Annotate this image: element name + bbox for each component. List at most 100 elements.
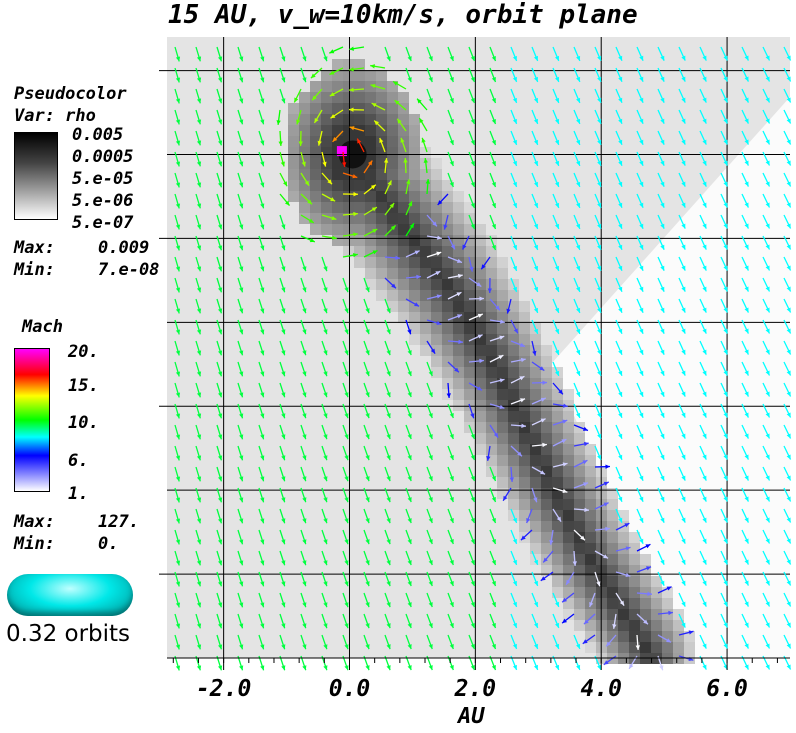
density-cell (486, 433, 497, 444)
density-cell (321, 70, 332, 81)
vector-head (260, 266, 265, 272)
vector-head (196, 308, 202, 314)
density-cell (354, 180, 365, 191)
vector-head (365, 623, 370, 629)
time-slider-pill[interactable] (7, 574, 133, 616)
density-cell (409, 136, 420, 147)
vector-head (260, 308, 265, 314)
vector-head (344, 329, 349, 335)
vector-head (428, 371, 433, 377)
vector-head (618, 517, 623, 523)
vector-head (576, 265, 581, 271)
vector-head (260, 392, 265, 398)
density-cell (387, 81, 398, 92)
vector-head (218, 308, 223, 314)
vector-head (449, 518, 454, 524)
vector-head (765, 181, 770, 187)
density-cell (508, 334, 519, 345)
density-cell (618, 609, 629, 620)
density-cell (497, 345, 508, 356)
rho-min-label: Min: (14, 260, 55, 280)
vector-head (281, 266, 286, 272)
rho-max: 0.009 (98, 238, 150, 258)
density-cell (288, 103, 299, 114)
rho-label-1: 0.005 (72, 125, 124, 145)
density-cell (453, 400, 464, 411)
vector-head (218, 623, 223, 629)
vector-head (344, 434, 349, 440)
density-cell (321, 114, 332, 125)
density-cell (376, 235, 387, 246)
density-cell (475, 301, 486, 312)
vector-head (239, 434, 244, 440)
density-cell (497, 433, 508, 444)
density-cell (475, 411, 486, 422)
vector-head (765, 97, 770, 103)
density-cell (376, 92, 387, 103)
density-cell (321, 202, 332, 213)
density-cell (519, 521, 530, 532)
density-cell (618, 620, 629, 631)
density-cell (519, 422, 530, 433)
vector-head (450, 244, 455, 250)
vector-head (660, 97, 665, 103)
vector-head (517, 451, 522, 457)
density-cell (398, 202, 409, 213)
vector-head (428, 98, 433, 104)
vector-head (681, 160, 686, 166)
density-cell (453, 235, 464, 246)
vector-head (374, 120, 379, 126)
vector-head (428, 560, 433, 566)
density-cell (387, 290, 398, 301)
density-cell (365, 92, 376, 103)
vector-head (639, 55, 644, 61)
density-cell (288, 169, 299, 180)
density-cell (552, 521, 563, 532)
density-cell (431, 180, 442, 191)
vector-head (260, 350, 265, 356)
density-cell (530, 356, 541, 367)
vector-head (702, 538, 707, 544)
vector-head (744, 664, 749, 670)
vector-head (281, 371, 286, 377)
density-cell (343, 180, 354, 191)
vector-head (260, 434, 265, 440)
density-cell (343, 103, 354, 114)
vector-head (765, 202, 770, 208)
vector-head (512, 223, 517, 229)
vector-head (723, 475, 728, 481)
vector-head (618, 202, 623, 208)
vector-head (786, 307, 791, 313)
vector-head (443, 224, 448, 230)
vector-head (542, 442, 547, 448)
density-cell (497, 411, 508, 422)
density-cell (662, 642, 673, 653)
density-cell (431, 323, 442, 334)
vector-head (175, 560, 181, 566)
vector-head (357, 138, 362, 144)
vector-head (533, 286, 538, 292)
vector-head (344, 371, 349, 377)
vector-head (449, 581, 454, 587)
vector-head (365, 287, 370, 293)
density-cell (376, 257, 387, 268)
density-cell (585, 532, 596, 543)
density-cell (541, 499, 552, 510)
vector-head (218, 266, 223, 272)
density-cell (497, 356, 508, 367)
density-cell (376, 70, 387, 81)
vector-head (323, 413, 328, 419)
density-cell (640, 609, 651, 620)
vector-head (260, 413, 265, 419)
vector-head (344, 665, 349, 671)
vector-head (477, 386, 483, 391)
vector-head (491, 55, 496, 61)
vector-head (239, 539, 244, 545)
vector-head (372, 229, 378, 234)
vector-head (386, 665, 391, 671)
density-cell (321, 213, 332, 224)
vector-head (555, 181, 560, 187)
density-cell (354, 81, 365, 92)
density-cell (321, 180, 332, 191)
density-cell (332, 81, 343, 92)
